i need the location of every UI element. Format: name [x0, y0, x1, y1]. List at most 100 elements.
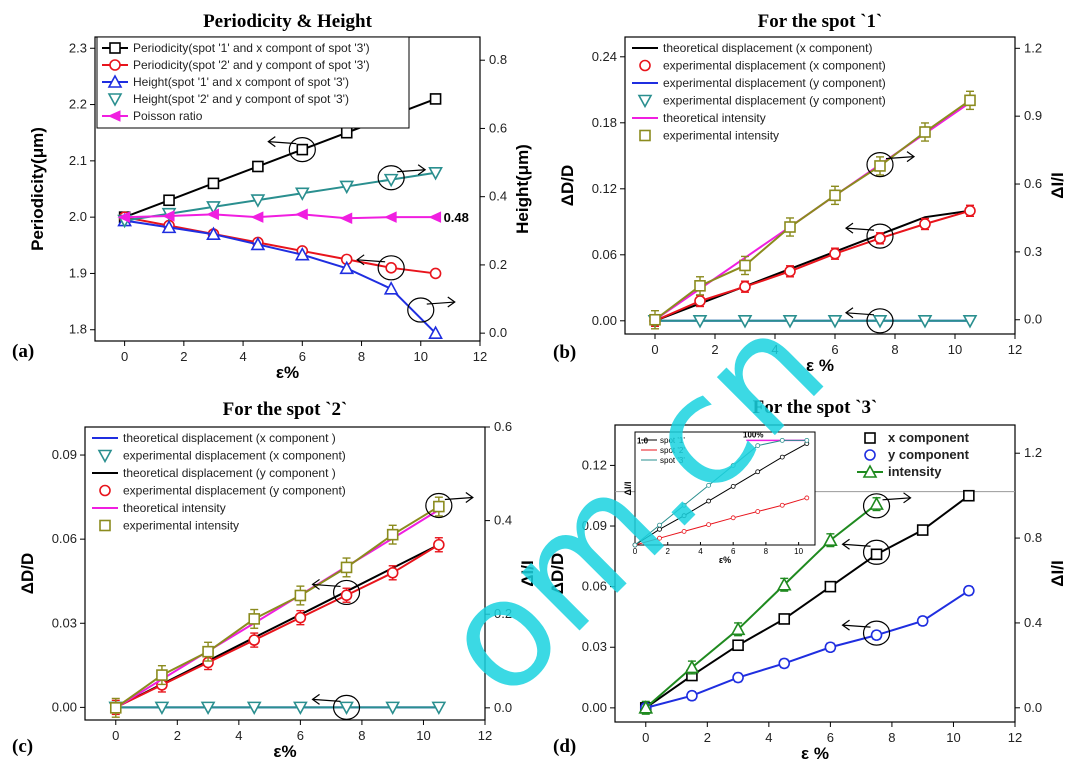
y2-tick-label: 0.0: [1024, 700, 1042, 715]
data-point: [117, 211, 131, 223]
arrow-callout-1-circle: [425, 492, 453, 519]
x-tick-label: 2: [711, 342, 718, 357]
legend-marker: [862, 464, 878, 478]
data-point: [730, 621, 746, 636]
data-point: [649, 313, 661, 326]
inset-annotation: 100%: [743, 430, 763, 439]
inset-x-tick-label: 0: [633, 547, 638, 556]
panel-3: For the spot `2` (c) 0 2 4 6 8 10 12 0.00 0.03 0.06…: [12, 399, 537, 761]
legend-label: intensity: [888, 464, 942, 479]
plot-frame: [614, 424, 1016, 723]
series-5: [117, 208, 442, 225]
series-line: [115, 505, 440, 709]
data-point: [778, 613, 791, 625]
data-point: [737, 314, 753, 329]
series-5: [115, 508, 440, 709]
legend-label: theoretical intensity: [123, 501, 226, 515]
inset-data-point: [730, 515, 736, 521]
data-point: [964, 94, 976, 107]
y-tick-label: 0.06: [52, 531, 77, 546]
y-tick-label: 0.06: [592, 247, 617, 262]
x-tick-label: 12: [473, 349, 487, 364]
data-point: [784, 221, 796, 233]
arrow-callout-2-head: [844, 222, 854, 234]
series-6: [109, 496, 445, 718]
inset-data-point: [779, 454, 785, 460]
data-point: [385, 262, 397, 274]
arrow-callout-1-head: [906, 151, 916, 163]
y2-tick-label: 0.4: [1024, 615, 1042, 630]
legend-box: [96, 36, 410, 129]
inset-data-point: [681, 528, 687, 534]
data-point: [339, 701, 354, 716]
x-tick-label: 12: [1008, 342, 1022, 357]
series-line: [645, 494, 970, 709]
legend-label: x component: [888, 430, 970, 445]
data-point: [428, 166, 443, 181]
data-point: [207, 177, 220, 190]
x-tick-label: 8: [891, 342, 898, 357]
data-point: [776, 577, 792, 591]
series-line: [645, 589, 970, 709]
panel-label: (a): [12, 341, 34, 362]
arrow-callout-2-shaft: [842, 543, 871, 547]
data-point: [694, 280, 706, 292]
chart-title: For the spot `1`: [758, 11, 883, 32]
inset-data-point: [755, 509, 761, 514]
legend-marker: [864, 449, 876, 461]
y2-tick-label: 1.2: [1024, 40, 1042, 55]
arrow-callout-2-circle: [862, 539, 891, 565]
x-tick-label: 2: [704, 730, 711, 745]
x-tick-label: 10: [414, 349, 428, 364]
legend-marker: [639, 59, 651, 72]
x-tick-label: 4: [765, 730, 772, 745]
data-point: [919, 126, 931, 138]
x-tick-label: 4: [239, 349, 246, 364]
data-point: [784, 265, 796, 278]
legend-item: intensity: [857, 464, 942, 479]
legend-label: theoretical intensity: [663, 111, 766, 125]
y-axis-label: ΔD/D: [548, 553, 567, 595]
plot-frame: [84, 426, 486, 721]
legend-item: Periodicity(spot '2' and y compont of sp…: [102, 58, 370, 72]
data-point: [200, 701, 216, 716]
arrow-callout-2-circle: [377, 165, 405, 191]
legend-label: experimental displacement (x component): [663, 59, 886, 73]
legend-marker: [109, 42, 121, 54]
y-tick-label: 0.24: [592, 49, 617, 64]
legend-item: theoretical displacement (x component ): [92, 431, 336, 445]
series-3: [117, 212, 443, 339]
legend-item: Periodicity(spot '1' and x compont of sp…: [102, 41, 370, 55]
data-point: [248, 613, 261, 625]
legend-marker: [639, 129, 651, 142]
inset-x-tick-label: 2: [666, 547, 671, 556]
legend-item: theoretical displacement (y component ): [92, 466, 336, 480]
y2-axis-label: ΔI/I: [1048, 560, 1067, 586]
data-point: [163, 194, 175, 207]
legend-item: theoretical intensity: [632, 111, 766, 125]
y-tick-label: 0.00: [592, 313, 617, 328]
series-line: [645, 503, 878, 709]
data-point: [339, 212, 353, 225]
legend: Periodicity(spot '1' and x compont of sp…: [96, 36, 410, 129]
x-tick-label: 8: [358, 728, 365, 743]
y2-tick-label: 0.4: [489, 189, 507, 204]
arrow-callout-3-head: [311, 693, 320, 705]
data-point: [383, 281, 399, 295]
data-point: [156, 669, 168, 681]
data-point: [739, 259, 751, 272]
series-line: [115, 543, 440, 709]
data-point: [870, 629, 883, 641]
data-point: [827, 314, 843, 329]
legend-label: theoretical displacement (y component ): [123, 466, 336, 480]
arrow-callout-4-shaft: [426, 301, 455, 305]
inset-series-line: [634, 443, 808, 546]
data-point: [385, 701, 401, 716]
legend-item: experimental intensity: [99, 519, 239, 533]
data-point: [963, 584, 975, 597]
legend-label: Height(spot '1' and x compont of spot '3…: [133, 75, 349, 89]
legend-label: Periodicity(spot '1' and x compont of sp…: [133, 41, 370, 55]
arrow-callout-1-head: [903, 492, 912, 504]
data-point: [386, 566, 399, 579]
arrow-callout-2-shaft: [397, 169, 426, 173]
